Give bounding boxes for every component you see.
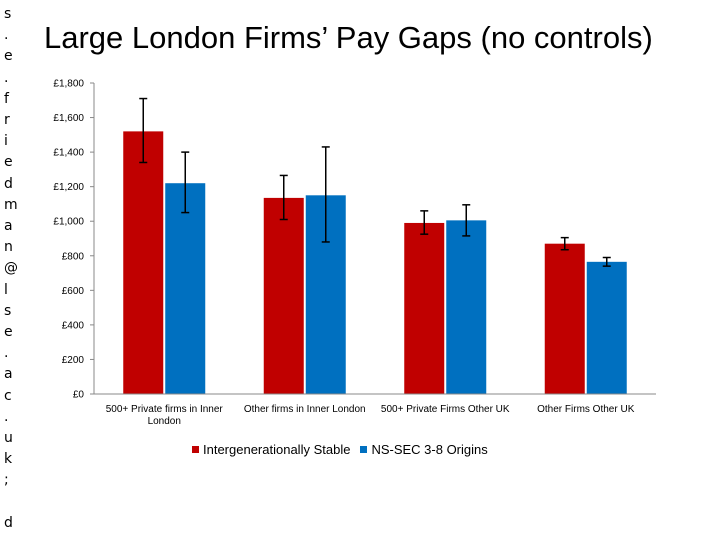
x-category-label: 500+ Private Firms Other UK (381, 404, 510, 415)
y-tick-label: £800 (62, 251, 85, 262)
y-tick-label: £1,800 (53, 79, 84, 90)
y-tick-label: £0 (73, 390, 85, 401)
side-text-char: @ (4, 260, 18, 277)
side-text-char: ; (4, 472, 9, 489)
y-tick-label: £600 (62, 286, 85, 297)
legend-label: NS-SEC 3-8 Origins (371, 442, 488, 457)
bar-nssec (446, 220, 487, 394)
bar-chart: £0 £200 £400 £600 £800 £1,000 £1,200 £1,400 £1,6… (53, 79, 656, 427)
side-text-char: s (4, 302, 12, 319)
side-text-char: l (4, 281, 8, 298)
legend-swatch (192, 446, 199, 453)
bar-nssec (165, 183, 206, 394)
side-text-char: e (4, 154, 13, 171)
chart-legend: Intergenerationally Stable NS-SEC 3-8 Ori… (192, 441, 498, 457)
side-text-char: . (4, 69, 9, 86)
side-text-char: i (4, 133, 8, 150)
legend-item: Intergenerationally Stable (192, 442, 350, 457)
x-category-label: Other Firms Other UK (537, 404, 635, 415)
side-text-char: c (4, 387, 12, 404)
side-vertical-text: s. e. f r i e d m a n @ l s e. a c. u k; d (4, 4, 18, 534)
side-text-char: a (4, 366, 13, 383)
chart-title: Large London Firms’ Pay Gaps (no control… (44, 20, 653, 55)
bar-stable (123, 131, 164, 394)
side-text-char: m (4, 196, 18, 213)
bar-stable (263, 197, 304, 394)
side-text-char: r (4, 112, 10, 129)
legend-item: NS-SEC 3-8 Origins (360, 442, 488, 457)
side-text-char: e (4, 48, 13, 65)
legend-label: Intergenerationally Stable (203, 442, 351, 457)
legend-swatch (360, 446, 368, 453)
side-text-char: a (4, 218, 13, 235)
x-category-label: 500+ Private firms in Inner (106, 404, 224, 415)
x-category-label: London (148, 416, 181, 427)
bar-stable (404, 222, 445, 394)
side-text-char: d (4, 175, 13, 192)
side-text-char: . (4, 27, 9, 44)
side-text-char: . (4, 408, 9, 425)
y-tick-label: £1,000 (53, 217, 84, 228)
side-text-char: e (4, 324, 13, 341)
side-text-char (4, 492, 18, 513)
side-text-char: . (4, 345, 9, 362)
x-category-label: Other firms in Inner London (244, 404, 366, 415)
bar-nssec (586, 261, 627, 394)
side-text-char: s (4, 6, 12, 22)
y-tick-label: £200 (62, 355, 85, 366)
y-tick-label: £400 (62, 320, 85, 331)
y-tick-label: £1,200 (53, 182, 84, 193)
side-text-char: u (4, 430, 13, 447)
side-text-char: f (4, 90, 9, 107)
side-text-char: n (4, 239, 13, 256)
y-tick-label: £1,600 (53, 113, 84, 124)
side-text-char: d (4, 514, 13, 531)
y-tick-label: £1,400 (53, 148, 84, 159)
side-text-char: k (4, 451, 13, 468)
bar-stable (544, 243, 585, 394)
